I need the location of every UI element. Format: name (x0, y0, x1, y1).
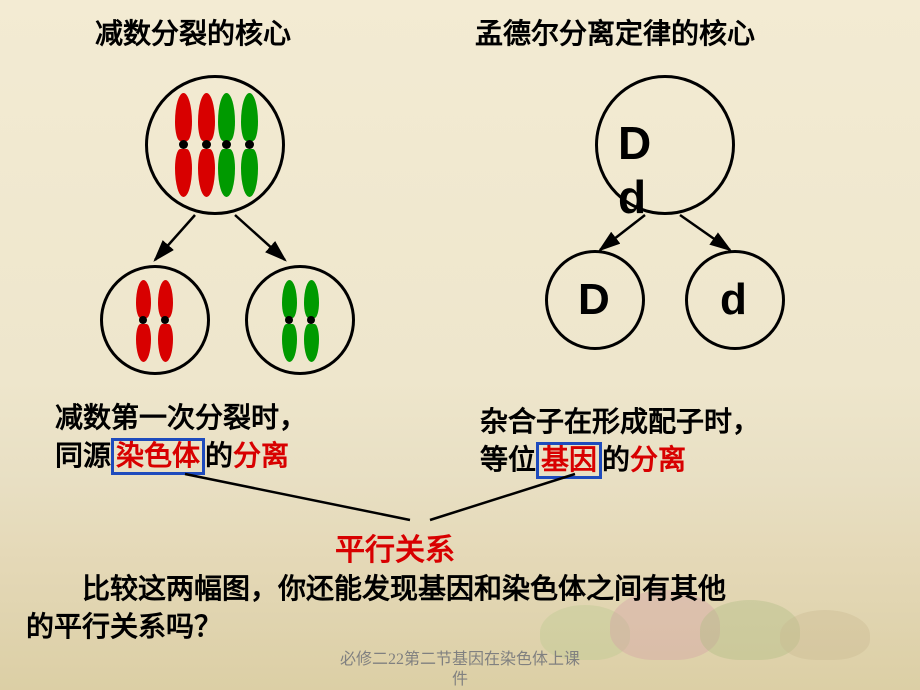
lc2-p2: 的 (205, 441, 233, 472)
lc2-p0: 同源 (55, 441, 111, 472)
parallel-label: 平行关系 (335, 525, 455, 569)
chromatid-green-parent (218, 93, 258, 197)
question-line-2: 的平行关系吗？ (26, 605, 222, 645)
left-caption-1: 减数第一次分裂时， (55, 396, 307, 436)
right-caption-1: 杂合子在形成配子时， (480, 400, 760, 440)
parent-cell-right (595, 75, 735, 215)
allele-d: d (720, 275, 747, 325)
allele-D: D (578, 275, 610, 325)
question-line-1: 比较这两幅图，你还能发现基因和染色体之间有其他 (26, 567, 896, 607)
allele-Dd: D d (618, 116, 651, 224)
parent-cell-left (145, 75, 285, 215)
right-title: 孟德尔分离定律的核心 (475, 12, 755, 52)
footer-line-2: 件 (452, 665, 468, 689)
left-caption-2: 同源染色体的分离 (55, 434, 289, 474)
lc2-p1: 染色体 (111, 438, 205, 475)
converging-lines (135, 472, 755, 532)
chromatid-red-parent (175, 93, 215, 197)
lc2-p3: 分离 (233, 441, 289, 472)
left-title: 减数分裂的核心 (95, 12, 291, 52)
chromatid-red-child (136, 280, 174, 362)
chromatid-green-child (282, 280, 320, 362)
